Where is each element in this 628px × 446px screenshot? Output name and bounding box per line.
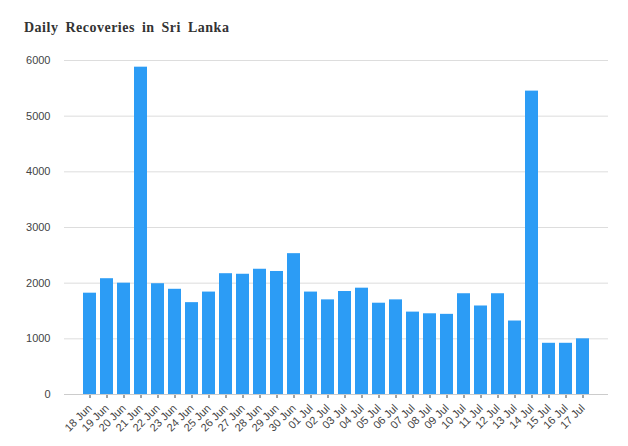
svg-text:0: 0 [44,388,50,400]
svg-text:5000: 5000 [26,110,50,122]
svg-text:20 Jun: 20 Jun [96,401,128,434]
svg-text:13 Jul: 13 Jul [489,401,519,431]
svg-text:29 Jun: 29 Jun [249,401,281,434]
svg-text:15 Jul: 15 Jul [523,401,553,431]
svg-text:12 Jul: 12 Jul [472,401,502,431]
svg-text:18 Jun: 18 Jun [62,401,94,434]
svg-text:07 Jul: 07 Jul [387,401,417,431]
svg-text:05 Jul: 05 Jul [353,401,383,431]
svg-text:17 Jul: 17 Jul [558,402,587,431]
svg-text:1000: 1000 [26,332,50,344]
svg-text:3000: 3000 [26,221,50,233]
svg-text:10 Jul: 10 Jul [438,401,468,431]
svg-text:14 Jul: 14 Jul [506,401,536,431]
svg-text:25 Jun: 25 Jun [181,401,213,434]
svg-text:22 Jun: 22 Jun [130,401,162,434]
svg-text:16 Jul: 16 Jul [540,401,570,431]
svg-text:6000: 6000 [26,54,50,66]
svg-text:11 Jul: 11 Jul [456,401,485,431]
svg-text:19 Jun: 19 Jun [79,401,111,434]
svg-text:24 Jun: 24 Jun [164,401,196,434]
svg-text:03 Jul: 03 Jul [319,401,349,431]
svg-text:06 Jul: 06 Jul [370,401,400,431]
svg-text:27 Jun: 27 Jun [215,401,247,434]
svg-text:04 Jul: 04 Jul [336,401,366,431]
svg-text:08 Jul: 08 Jul [404,401,434,431]
svg-text:23 Jun: 23 Jun [147,401,179,434]
svg-text:2000: 2000 [26,277,50,289]
svg-text:09 Jul: 09 Jul [421,401,451,431]
svg-text:26 Jun: 26 Jun [198,401,230,434]
svg-text:01 Jul: 01 Jul [285,401,315,431]
svg-text:02 Jul: 02 Jul [302,401,332,431]
svg-text:30 Jun: 30 Jun [266,401,298,434]
svg-text:21 Jun: 21 Jun [113,401,145,434]
html-text:Daily Recoveries in Sri Lanka: Daily Recoveries in Sri Lanka [24,20,230,35]
svg-text:28 Jun: 28 Jun [232,401,264,434]
svg-text:4000: 4000 [26,165,50,177]
